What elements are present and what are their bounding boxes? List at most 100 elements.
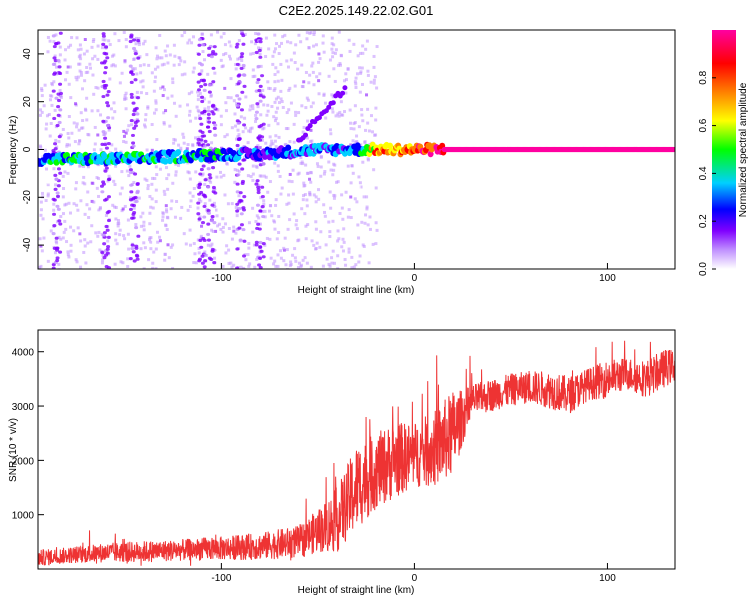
spectrogram-cell (113, 183, 117, 187)
spectrogram-cell (258, 52, 262, 56)
spectrogram-cell (276, 169, 280, 173)
spectrogram-cell (132, 126, 137, 130)
spectrogram-cell (317, 52, 321, 56)
spectrogram-cell (262, 174, 266, 178)
spectrogram-cell (387, 142, 394, 150)
spectrogram-cell (369, 114, 373, 118)
spectrogram-cell (196, 212, 201, 216)
spectrogram-cell (149, 240, 153, 244)
spectrogram-cell (305, 37, 309, 41)
spectrogram-cell (126, 265, 130, 269)
spectrogram-cell (134, 225, 139, 230)
spectrogram-cell (202, 112, 206, 116)
spectrogram-cell (213, 123, 218, 127)
spectrogram-cell (124, 107, 128, 111)
spectrogram-cell (289, 41, 293, 45)
spectrogram-cell (131, 144, 136, 148)
spectrogram-cell (254, 32, 258, 36)
spectrogram-cell (210, 52, 215, 56)
spectrogram-cell (256, 222, 261, 226)
spectrogram-cell (122, 234, 126, 238)
spectrogram-cell (309, 105, 313, 109)
spectrogram-cell (240, 90, 245, 94)
spectrogram-cell (251, 75, 255, 79)
spectrogram-cell (296, 265, 300, 269)
spectrogram-cell (188, 109, 192, 113)
spectrogram-cell (285, 40, 289, 44)
spectrogram-cell (54, 65, 58, 69)
spectrogram-cell (194, 170, 198, 174)
spectrogram-cell (90, 181, 94, 185)
spectrogram-cell (186, 208, 190, 212)
spectrogram-cell (127, 174, 131, 178)
spectrogram-cell (79, 57, 83, 61)
spectrogram-cell (364, 47, 368, 51)
spectrogram-cell (101, 42, 106, 46)
spectrogram-cell (292, 140, 296, 144)
spectrogram-cell (150, 182, 154, 186)
spectrogram-cell (355, 140, 359, 144)
spectrogram-cell (153, 111, 157, 115)
spectrogram-cell (107, 39, 111, 43)
spectrogram-cell (209, 94, 213, 98)
spectrogram-cell (97, 230, 101, 234)
spectrogram-cell (55, 145, 59, 149)
spectrogram-cell (274, 66, 278, 70)
spectrogram-cell (311, 61, 315, 65)
spectrogram-cell (323, 101, 327, 105)
spectrogram-cell (276, 95, 280, 99)
spectrogram-cell (130, 216, 135, 220)
spectrogram-cell (196, 88, 201, 92)
spectrogram-cell (78, 62, 82, 66)
spectrogram-cell (82, 122, 86, 126)
y-tick-label: -20 (22, 190, 33, 205)
spectrogram-cell (221, 217, 225, 221)
spectrogram-cell (153, 177, 157, 181)
spectrogram-cell (314, 227, 318, 231)
spectrogram-cell (74, 181, 78, 185)
spectrogram-cell (98, 207, 102, 211)
spectrogram-cell (58, 222, 63, 226)
spectrogram-cell (75, 203, 79, 207)
spectrogram-cell (82, 165, 86, 169)
spectrogram-cell (203, 259, 208, 263)
spectrogram-cell (312, 44, 316, 48)
spectrogram-cell (206, 185, 211, 189)
spectrogram-cell (45, 114, 49, 118)
spectrogram-cell (148, 238, 152, 242)
spectrogram-cell (194, 116, 198, 120)
spectrogram-cell (364, 128, 368, 132)
spectrogram-cell (359, 143, 363, 147)
spectrogram-cell (257, 216, 261, 220)
spectrogram-cell (253, 42, 257, 46)
spectrogram-cell (236, 121, 241, 125)
spectrogram-cell (361, 51, 365, 55)
spectrogram-cell (122, 129, 126, 133)
spectrogram-cell (254, 50, 259, 55)
spectrogram-cell (274, 134, 278, 138)
spectrogram-cell (346, 164, 350, 168)
spectrogram-cell (327, 160, 331, 164)
spectrogram-cell (166, 61, 170, 65)
spectrogram-cell (112, 101, 116, 105)
spectrogram-cell (330, 47, 334, 51)
spectrogram-cell (276, 264, 280, 268)
spectrogram-cell (42, 236, 46, 240)
spectrogram-cell (224, 101, 228, 105)
spectrogram-cell (280, 186, 284, 190)
spectrogram-cell (158, 56, 162, 60)
spectrogram-cell (267, 123, 271, 127)
spectrogram-cell (104, 146, 109, 150)
spectrogram-cell (180, 205, 184, 209)
spectrogram-cell (104, 131, 108, 135)
spectrogram-cell (105, 101, 110, 105)
spectrogram-cell (238, 238, 243, 242)
spectrogram-cell (69, 243, 73, 247)
spectrogram-cell (225, 244, 229, 248)
spectrogram-cell (99, 61, 104, 65)
spectrogram-cell (372, 54, 376, 58)
spectrogram-cell (58, 71, 63, 76)
spectrogram-cell (184, 242, 188, 246)
spectrogram-cell (145, 148, 149, 152)
spectrogram-cell (360, 82, 364, 86)
